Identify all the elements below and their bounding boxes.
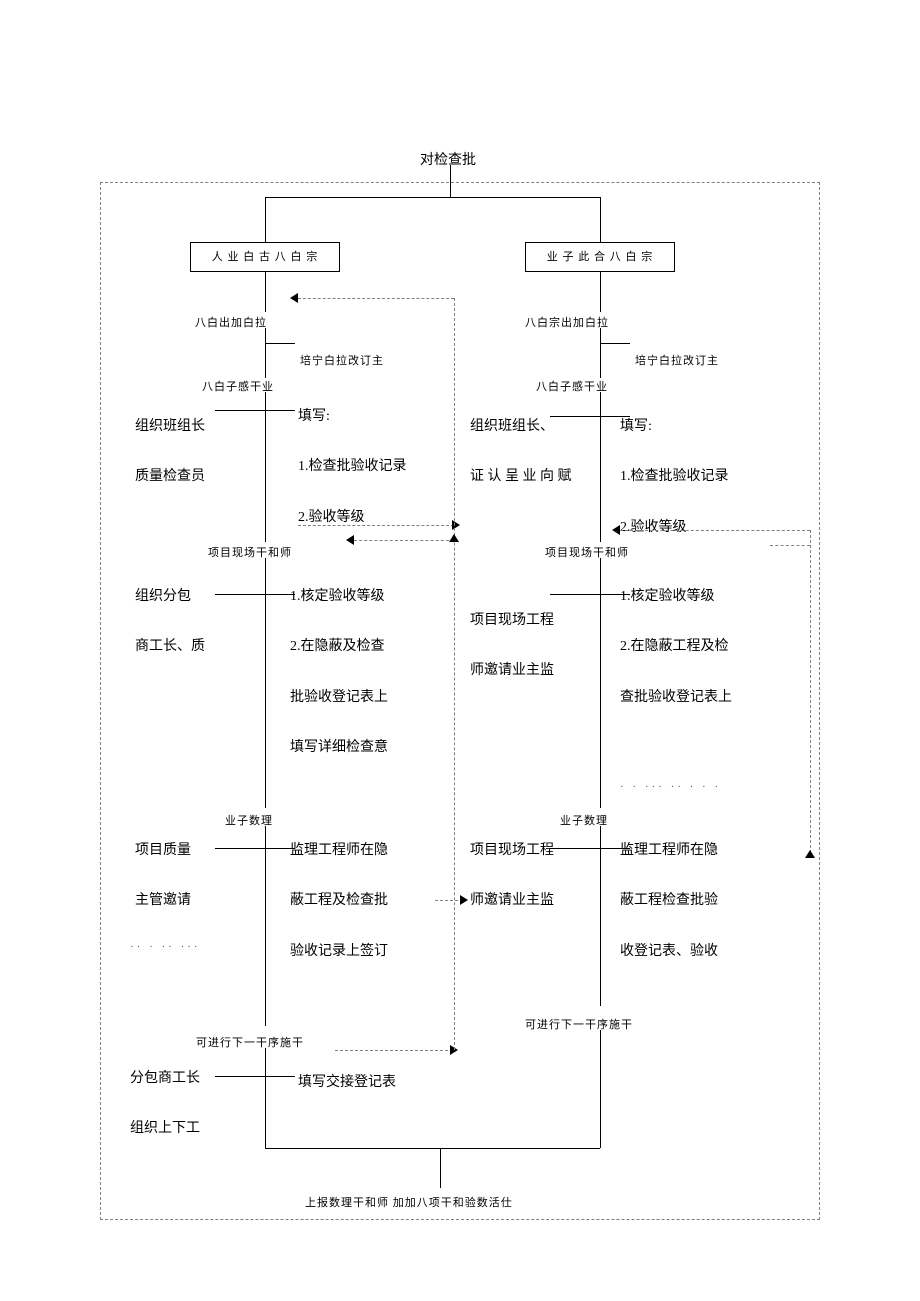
feedback-arrow	[620, 530, 810, 531]
feedback-arrow	[770, 545, 810, 546]
stage4-left: 分包商工长 组织上下工	[130, 1066, 250, 1142]
arrow-icon	[449, 534, 459, 542]
stage2-dots: · · ··· ·· · · ·	[620, 778, 721, 798]
connector	[450, 165, 451, 197]
stage2-right-right: 1.核定验收等级 2.在隐蔽工程及检 查批验收登记表上	[620, 584, 780, 735]
node-right-1: 业 子 此 合 八 白 宗	[525, 242, 675, 272]
arrow-icon	[290, 293, 298, 303]
feedback-line	[454, 298, 455, 1050]
connector	[215, 410, 295, 411]
node-right-6: 可进行下一干序施干	[525, 1016, 633, 1036]
connector	[600, 558, 601, 808]
connector	[265, 197, 600, 198]
stage3-left: 项目质量 主管邀请	[135, 838, 245, 939]
arrow-icon	[460, 895, 468, 905]
connector	[600, 1030, 601, 1148]
node-right-4: 项目现场干和师	[545, 544, 629, 564]
connector	[600, 826, 601, 1006]
stage3-left-dots: ·· · ·· ···	[130, 938, 201, 958]
stage1-left: 组织班组长 质量检查员	[135, 414, 245, 490]
node-left-2: 八白出加白拉	[195, 314, 267, 334]
feedback-arrow	[298, 525, 454, 526]
stage2-left: 组织分包 商工长、质	[135, 584, 245, 660]
stage3-right: 监理工程师在隐 蔽工程及检查批 验收记录上签订	[290, 838, 440, 964]
connector	[600, 392, 601, 542]
arrow-icon	[612, 525, 620, 535]
connector	[600, 328, 601, 378]
feedback-arrow	[354, 540, 454, 541]
bottom-node: 上报数理干和师 加加八项干和验数活仕	[305, 1194, 513, 1214]
connector	[440, 1148, 441, 1188]
stage1-right-right: 填写: 1.检查批验收记录 2.验收等级	[620, 414, 780, 540]
label: 人 业 白 古 八 白 宗	[212, 250, 319, 264]
connector	[265, 272, 266, 312]
feedback-arrow	[435, 900, 463, 901]
stage2-right: 1.核定验收等级 2.在隐蔽及检查 批验收登记表上 填写详细检查意	[290, 584, 440, 760]
node-left-4: 项目现场干和师	[208, 544, 292, 564]
connector	[265, 328, 266, 378]
connector	[265, 826, 266, 1026]
arrow-icon	[346, 535, 354, 545]
feedback-arrow	[335, 1050, 453, 1051]
node-left-2-side: 培宁白拉改订主	[300, 352, 384, 372]
node-right-2: 八白宗出加白拉	[525, 314, 609, 334]
flowchart-canvas: 对检查批 人 业 白 古 八 白 宗 八白出加白拉 培宁白拉改订主 八白子感干业…	[0, 0, 920, 1301]
stage4-right: 填写交接登记表	[298, 1070, 448, 1095]
stage3-right-right: 监理工程师在隐 蔽工程检查批验 收登记表、验收	[620, 838, 780, 964]
connector	[265, 558, 266, 808]
connector	[265, 1048, 266, 1148]
connector	[600, 343, 630, 344]
title: 对检查批	[420, 148, 476, 173]
arrow-icon	[805, 850, 815, 858]
node-right-2-side: 培宁白拉改订主	[635, 352, 719, 372]
feedback-line	[810, 530, 811, 858]
node-right-3: 八白子感干业	[536, 378, 608, 398]
connector	[265, 197, 266, 242]
feedback-arrow	[298, 298, 454, 299]
node-left-1: 人 业 白 古 八 白 宗	[190, 242, 340, 272]
label: 业 子 此 合 八 白 宗	[547, 250, 654, 264]
stage1-right: 填写: 1.检查批验收记录 2.验收等级	[298, 404, 448, 530]
connector	[265, 392, 266, 542]
stage3-right-left: 项目现场工程 师邀请业主监	[470, 838, 590, 914]
stage1-right-left: 组织班组长、 证 认 呈 业 向 赋	[470, 414, 590, 490]
stage2-right-left: 项目现场工程 师邀请业主监	[470, 608, 590, 684]
connector	[600, 272, 601, 312]
node-left-6: 可进行下一干序施干	[196, 1034, 304, 1054]
node-left-3: 八白子感干业	[202, 378, 274, 398]
connector	[265, 343, 295, 344]
connector	[265, 1148, 600, 1149]
connector	[550, 594, 630, 595]
connector	[600, 197, 601, 242]
